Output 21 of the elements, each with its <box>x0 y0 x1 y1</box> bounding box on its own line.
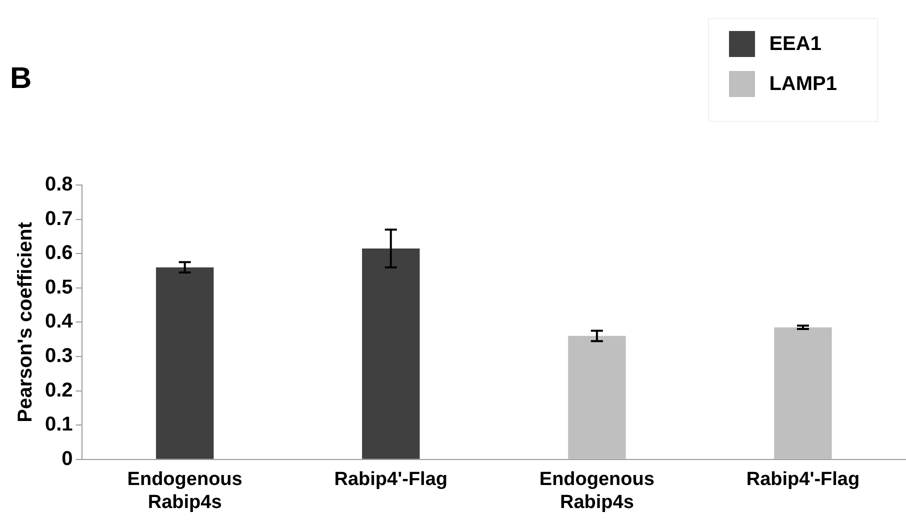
x-tick-label: Endogenous Rabip4s <box>539 469 654 513</box>
legend-label: EEA1 <box>769 32 822 56</box>
y-tick-label: 0.7 <box>44 208 73 230</box>
x-tick-label: Rabip4'-Flag <box>746 469 860 490</box>
x-tick-label: Rabip4'-Flag <box>334 469 448 490</box>
y-tick-label: 0.3 <box>44 345 73 368</box>
y-tick-label: 0.1 <box>44 414 73 436</box>
bar <box>568 336 626 459</box>
y-tick-label: 0.8 <box>44 174 73 196</box>
y-tick-label: 0.5 <box>44 276 73 298</box>
bar <box>156 267 214 459</box>
bar <box>774 327 832 459</box>
legend-label: LAMP1 <box>769 72 837 96</box>
y-tick-label: 0.6 <box>44 242 73 264</box>
text: B <box>10 62 32 96</box>
y-axis-title: Pearson's coefficient <box>14 222 37 422</box>
y-tick-label: 0.4 <box>44 310 74 333</box>
bar <box>362 248 420 459</box>
y-tick-label: 0.2 <box>44 379 73 402</box>
x-tick-label: Endogenous Rabip4s <box>127 469 242 513</box>
y-tick-label: 0 <box>62 448 73 470</box>
